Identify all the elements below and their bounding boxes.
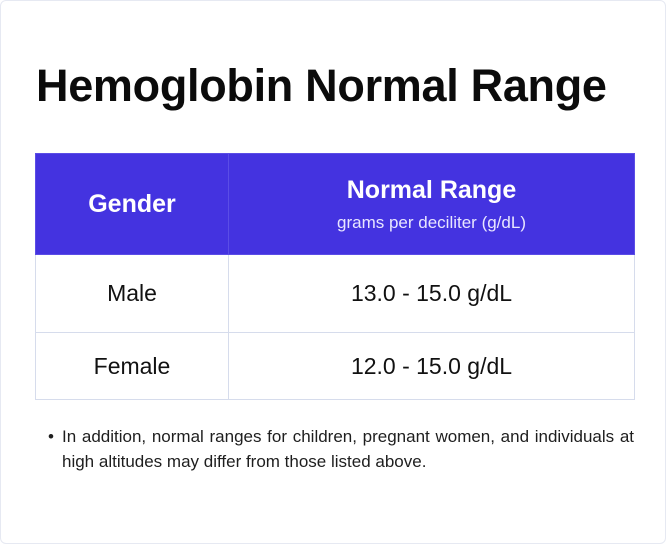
gender-cell: Male — [35, 254, 229, 333]
table-row: Female 12.0 - 15.0 g/dL — [35, 332, 635, 400]
range-header-label: Normal Range — [346, 175, 517, 204]
range-header-unit: grams per deciliter (g/dL) — [337, 212, 526, 232]
bullet-point: • — [48, 427, 54, 446]
table-header-row: Gender Normal Range grams per deciliter … — [35, 153, 635, 255]
page-title: Hemoglobin Normal Range — [36, 60, 607, 111]
range-column-header: Normal Range grams per deciliter (g/dL) — [228, 153, 635, 255]
table-row: Male 13.0 - 15.0 g/dL — [35, 254, 635, 333]
gender-column-header: Gender — [35, 153, 229, 255]
hemoglobin-range-table: Gender Normal Range grams per deciliter … — [35, 153, 635, 400]
footnote-text: In addition, normal ranges for children,… — [62, 427, 634, 471]
range-cell: 13.0 - 15.0 g/dL — [228, 254, 635, 333]
footnote: • In addition, normal ranges for childre… — [48, 424, 634, 474]
range-cell: 12.0 - 15.0 g/dL — [228, 332, 635, 400]
gender-cell: Female — [35, 332, 229, 400]
gender-header-label: Gender — [88, 189, 176, 218]
